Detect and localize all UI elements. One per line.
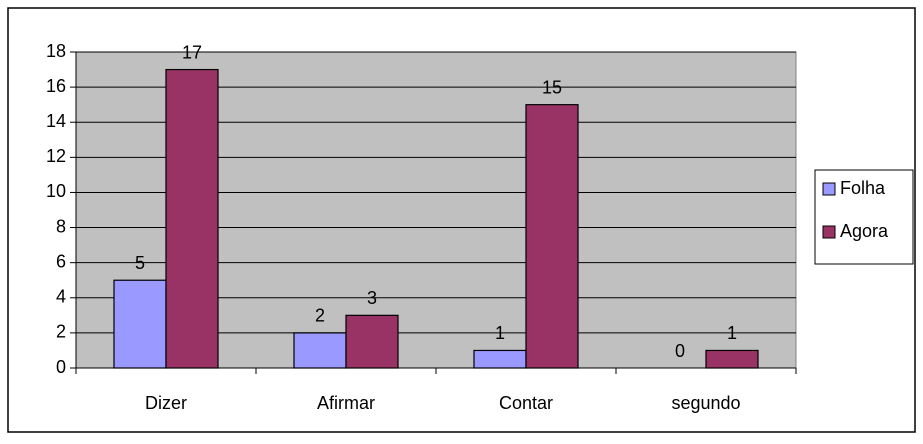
y-tick-label: 8 [56,216,66,236]
data-label: 17 [182,42,202,62]
legend-swatch [822,182,836,196]
y-tick-label: 10 [46,181,66,201]
legend-label: Agora [840,221,889,241]
bar [705,349,759,369]
x-tick-label: Contar [499,393,553,413]
data-label: 3 [367,288,377,308]
bar [165,68,219,369]
y-tick-label: 12 [46,146,66,166]
x-tick-label: Afirmar [317,393,375,413]
bar [473,349,527,369]
bar [293,332,347,369]
y-tick-label: 6 [56,251,66,271]
y-tick-label: 14 [46,111,66,131]
data-label: 2 [315,306,325,326]
y-tick-label: 16 [46,76,66,96]
x-tick-label: segundo [671,393,740,413]
data-label: 5 [135,253,145,273]
bar [113,279,167,369]
data-label: 15 [542,77,562,97]
x-tick-label: Dizer [145,393,187,413]
legend-box [814,169,914,265]
data-label: 0 [675,341,685,361]
data-label: 1 [495,323,505,343]
data-label: 1 [727,323,737,343]
y-tick-label: 4 [56,287,66,307]
legend-swatch [822,225,836,239]
bar [525,104,579,369]
y-tick-label: 0 [56,357,66,377]
bar [345,314,399,369]
legend-label: Folha [840,178,886,198]
y-tick-label: 18 [46,41,66,61]
y-tick-label: 2 [56,322,66,342]
